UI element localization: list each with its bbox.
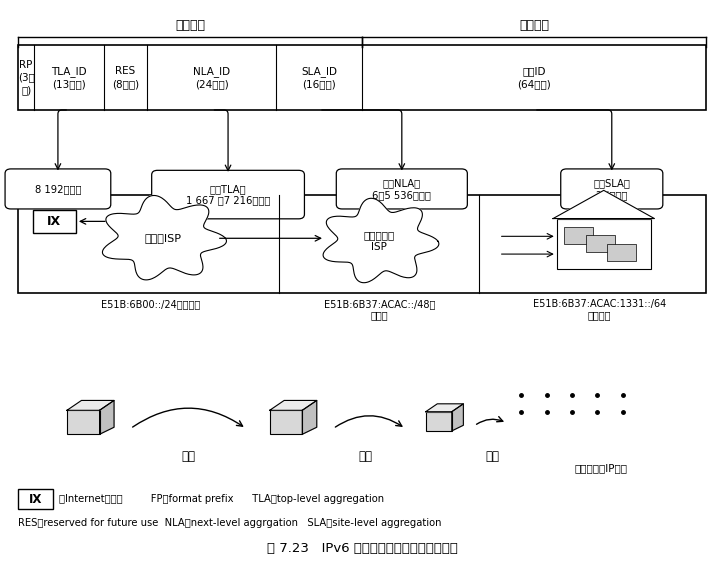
Bar: [67, 411, 100, 434]
Text: 地区或中小
ISP: 地区或中小 ISP: [363, 230, 395, 252]
FancyBboxPatch shape: [560, 169, 663, 209]
Text: E51B:6B37:ACAC:1331::/64
的地址块: E51B:6B37:ACAC:1331::/64 的地址块: [533, 299, 666, 320]
Text: 细分: 细分: [485, 450, 500, 464]
Text: 图 7.23   IPv6 按网络结构层次化地分配地址: 图 7.23 IPv6 按网络结构层次化地分配地址: [266, 541, 458, 555]
Text: RES：reserved for future use  NLA：next-level aggrgation   SLA：site-level aggregat: RES：reserved for future use NLA：next-lev…: [18, 518, 442, 528]
FancyBboxPatch shape: [152, 170, 304, 219]
Polygon shape: [452, 404, 463, 431]
Polygon shape: [553, 191, 654, 219]
Polygon shape: [100, 400, 114, 434]
Text: 每个NLA有
6万5 536个网络: 每个NLA有 6万5 536个网络: [372, 178, 432, 200]
Bar: [18, 45, 706, 110]
Text: 一个一个的IP地址: 一个一个的IP地址: [574, 463, 628, 473]
Bar: [557, 219, 651, 270]
Polygon shape: [426, 404, 463, 412]
Text: 每个TLA有
1 667 万7 216个网络: 每个TLA有 1 667 万7 216个网络: [186, 184, 270, 205]
Text: 接口ID
(64比特): 接口ID (64比特): [517, 67, 551, 89]
Polygon shape: [323, 199, 439, 283]
Bar: [18, 195, 706, 293]
Bar: [586, 236, 615, 253]
Text: TLA_ID
(13比特): TLA_ID (13比特): [51, 66, 87, 89]
Bar: [18, 489, 53, 509]
Text: 8 192个网络: 8 192个网络: [35, 184, 81, 194]
Polygon shape: [102, 196, 227, 280]
Text: NLA_ID
(24比特): NLA_ID (24比特): [193, 66, 230, 89]
FancyBboxPatch shape: [5, 169, 111, 209]
Bar: [269, 411, 303, 434]
FancyBboxPatch shape: [336, 169, 468, 209]
Text: RP
(3比
特): RP (3比 特): [17, 60, 35, 95]
Bar: [33, 210, 76, 232]
Text: 每个SLA有
2⁶⁴个终端: 每个SLA有 2⁶⁴个终端: [594, 178, 630, 200]
Bar: [426, 412, 452, 431]
Polygon shape: [303, 400, 317, 434]
Bar: [607, 244, 636, 261]
Polygon shape: [67, 400, 114, 411]
Text: 网络部分: 网络部分: [175, 19, 205, 32]
Text: RES
(8比特): RES (8比特): [112, 67, 139, 89]
Text: IX: IX: [47, 215, 62, 228]
Text: ：Internet互连点         FP：format prefix      TLA：top-level aggregation: ：Internet互连点 FP：format prefix TLA：top-le…: [59, 494, 384, 504]
Text: E51B:6B00::/24的地址块: E51B:6B00::/24的地址块: [101, 299, 201, 309]
Text: 主机部分: 主机部分: [519, 19, 549, 32]
Text: 骨干网ISP: 骨干网ISP: [144, 233, 181, 243]
Text: 细分: 细分: [181, 450, 195, 464]
Text: E51B:6B37:ACAC::/48的
地址块: E51B:6B37:ACAC::/48的 地址块: [324, 299, 435, 320]
Text: 细分: 细分: [358, 450, 373, 464]
Bar: [564, 227, 593, 244]
Text: IX: IX: [29, 492, 42, 506]
Polygon shape: [269, 400, 317, 411]
Text: SLA_ID
(16比特): SLA_ID (16比特): [301, 66, 337, 89]
